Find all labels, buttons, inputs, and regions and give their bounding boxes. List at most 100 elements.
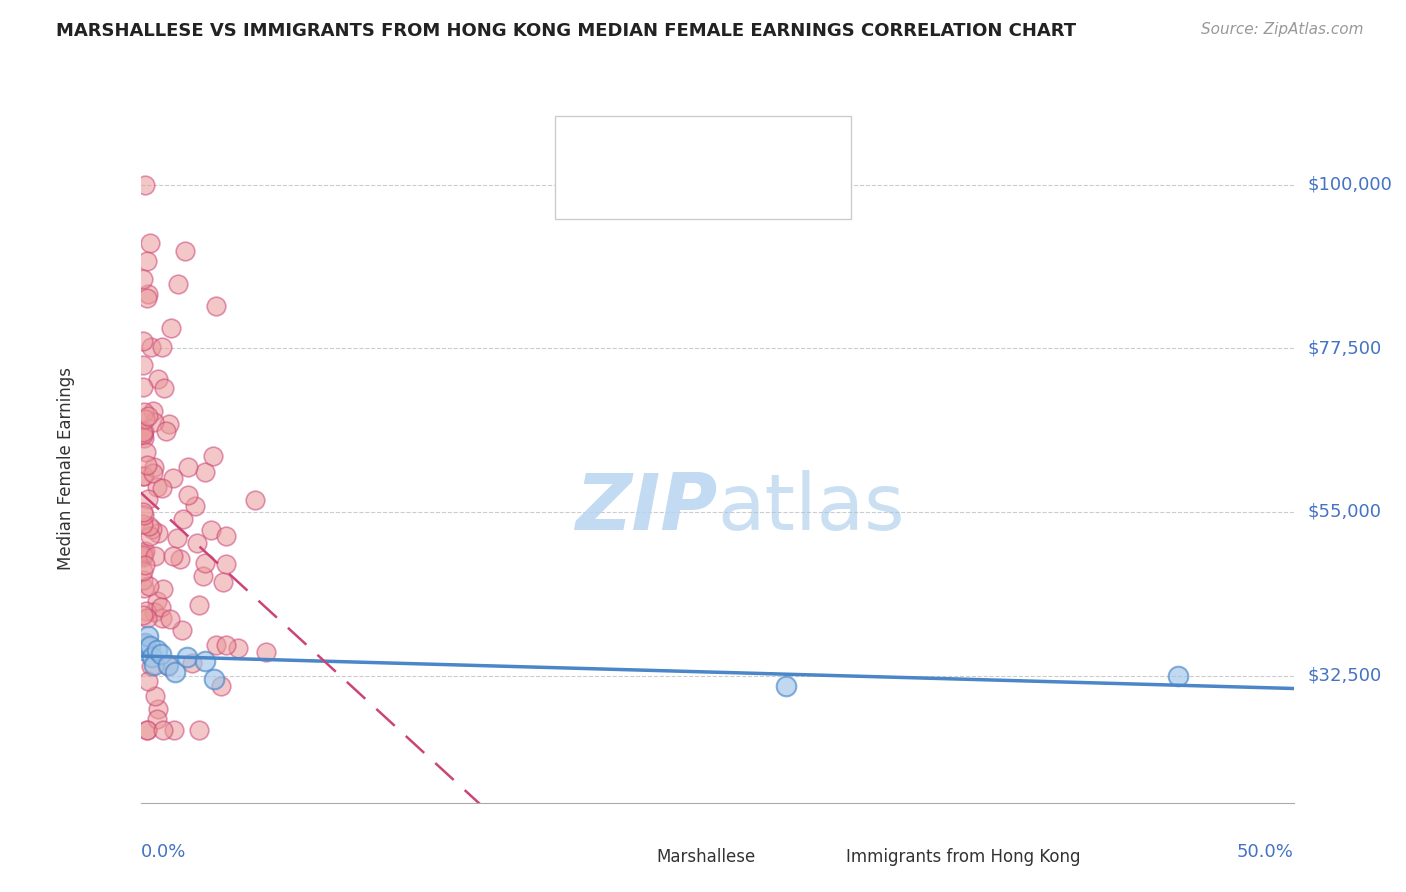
Point — [146, 594, 169, 608]
Point — [173, 244, 195, 258]
Point — [132, 607, 155, 622]
Point — [159, 612, 181, 626]
Text: 50.0%: 50.0% — [1237, 843, 1294, 861]
Point — [136, 458, 159, 472]
Point — [155, 424, 177, 438]
Text: ZIP: ZIP — [575, 470, 717, 547]
Point — [132, 358, 155, 372]
Point — [132, 380, 155, 394]
Point — [134, 543, 156, 558]
Point — [146, 372, 169, 386]
Point — [152, 381, 174, 395]
Point — [141, 340, 163, 354]
Point — [143, 657, 166, 672]
Point — [132, 425, 155, 440]
Point — [136, 640, 159, 654]
Point — [215, 558, 238, 572]
Point — [141, 650, 163, 665]
Point — [245, 492, 267, 507]
Point — [136, 254, 159, 268]
Point — [194, 557, 217, 571]
Point — [138, 518, 160, 533]
Point — [132, 548, 155, 562]
Point — [139, 658, 162, 673]
Point — [132, 334, 155, 348]
Point — [134, 508, 156, 523]
Text: Median Female Earnings: Median Female Earnings — [56, 367, 75, 570]
Point — [135, 444, 157, 458]
Point — [145, 643, 167, 657]
Point — [138, 529, 160, 543]
Point — [132, 427, 155, 442]
Point — [134, 546, 156, 560]
Text: $32,500: $32,500 — [1308, 666, 1382, 684]
Text: $77,500: $77,500 — [1308, 339, 1382, 358]
Point — [150, 340, 173, 354]
Point — [150, 647, 173, 661]
Text: Immigrants from Hong Kong: Immigrants from Hong Kong — [846, 848, 1081, 866]
Point — [132, 643, 155, 657]
Point — [186, 536, 208, 550]
Point — [146, 526, 169, 541]
Point — [132, 428, 155, 442]
Point — [146, 712, 169, 726]
Point — [136, 628, 159, 642]
Point — [143, 415, 166, 429]
Point — [202, 672, 225, 686]
Point — [1167, 668, 1189, 682]
Text: 0.0%: 0.0% — [141, 843, 186, 861]
Point — [132, 550, 155, 565]
Point — [134, 558, 156, 572]
Point — [149, 599, 172, 614]
Point — [142, 467, 165, 481]
Point — [212, 575, 235, 590]
Point — [181, 656, 204, 670]
Point — [136, 409, 159, 424]
Point — [775, 680, 797, 694]
Text: R =  -0.426  N =   15: R = -0.426 N = 15 — [602, 136, 775, 154]
Point — [176, 460, 198, 475]
Point — [139, 640, 162, 654]
Point — [188, 598, 211, 612]
Point — [139, 235, 162, 250]
Point — [143, 605, 166, 619]
Point — [136, 611, 159, 625]
Point — [152, 723, 174, 737]
Point — [134, 412, 156, 426]
Point — [132, 505, 155, 519]
Point — [172, 623, 194, 637]
Point — [142, 403, 165, 417]
Point — [135, 604, 157, 618]
Point — [134, 178, 156, 192]
Text: atlas: atlas — [717, 470, 904, 547]
Text: MARSHALLESE VS IMMIGRANTS FROM HONG KONG MEDIAN FEMALE EARNINGS CORRELATION CHAR: MARSHALLESE VS IMMIGRANTS FROM HONG KONG… — [56, 22, 1077, 40]
Point — [134, 637, 156, 651]
Point — [132, 469, 155, 483]
Point — [191, 569, 214, 583]
Point — [162, 471, 184, 485]
Point — [205, 299, 228, 313]
Point — [143, 549, 166, 564]
Point — [166, 531, 188, 545]
Point — [134, 636, 156, 650]
Text: $55,000: $55,000 — [1308, 503, 1382, 521]
Point — [132, 582, 155, 596]
Point — [132, 574, 155, 588]
Point — [132, 431, 155, 445]
Point — [141, 523, 163, 537]
Point — [143, 689, 166, 703]
Point — [209, 679, 232, 693]
Point — [135, 723, 157, 737]
Point — [177, 488, 200, 502]
Point — [201, 450, 224, 464]
Point — [169, 552, 191, 566]
Point — [136, 286, 159, 301]
Point — [187, 723, 209, 737]
Point — [172, 512, 194, 526]
Point — [132, 564, 155, 578]
Point — [162, 723, 184, 737]
Point — [157, 417, 180, 432]
Point — [134, 405, 156, 419]
Point — [132, 272, 155, 286]
Point — [176, 650, 198, 665]
